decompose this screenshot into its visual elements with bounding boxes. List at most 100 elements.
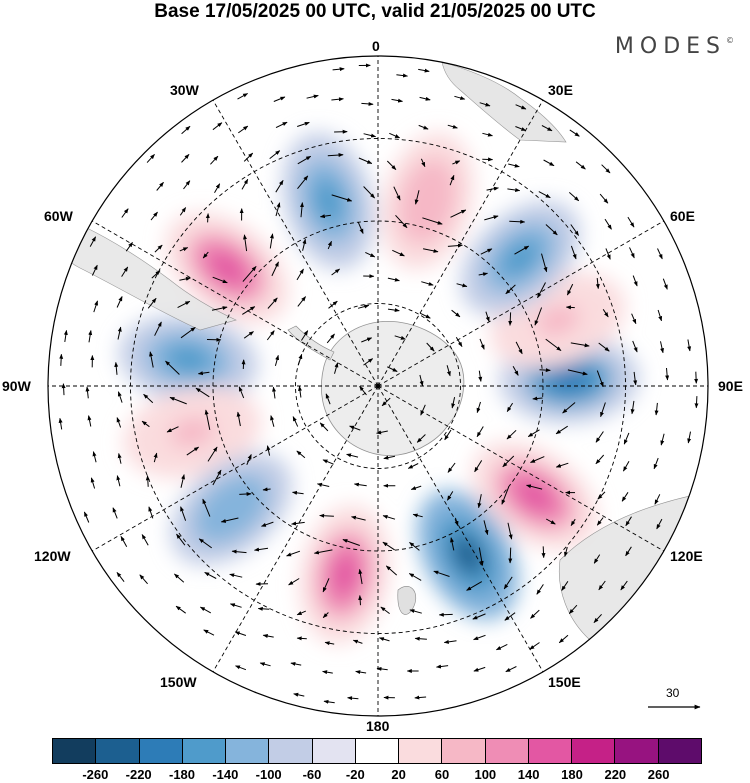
wind-vector-102 [212,276,228,284]
wind-vector-194 [420,404,426,416]
wind-vector-123 [242,306,256,315]
wind-vector-343 [378,637,390,642]
wind-vector-104 [271,261,279,277]
wind-vector-265 [654,494,661,505]
wind-vector-341 [324,641,335,646]
wind-vector-322 [175,605,186,614]
wind-vector-329 [380,606,390,614]
wind-vector-232 [266,445,271,456]
colorbar-swatch-3 [182,738,227,764]
wind-vector-330 [409,609,422,614]
wind-vector-351 [259,662,271,667]
wind-vector-323 [199,606,212,614]
wind-vector-94 [570,245,577,260]
wind-vector-254 [316,482,330,487]
wind-vector-6 [306,94,319,99]
wind-vector-163 [149,351,154,368]
wind-vector-114 [566,283,574,296]
wind-vector-180 [665,367,670,381]
wind-vector-358 [473,666,486,672]
wind-vector-24 [482,132,493,137]
wind-vector-338 [234,631,247,636]
wind-vector-10 [419,96,431,101]
wind-vector-214 [349,425,361,431]
wind-vector-80 [154,244,163,253]
colorbar-tick-label: -100 [255,767,282,782]
colorbar-swatch-14 [658,738,702,764]
wind-vector-244 [622,460,630,472]
wind-vector-243 [595,454,605,465]
wind-vector-153 [515,341,523,355]
anomaly-positive-7-layer-2 [207,250,247,286]
wind-vector-357 [436,664,449,669]
wind-vector-362 [347,696,359,701]
wind-vector-129 [419,312,431,319]
wind-vector-135 [602,309,609,318]
wind-vector-248 [145,475,150,487]
anomaly-positive-11-layer-2 [330,552,360,597]
wind-vector-263 [597,491,606,500]
wind-vector-312 [358,568,363,585]
colorbar-swatch-1 [96,738,140,764]
meridian-210 [212,99,379,387]
wind-vector-22 [418,124,429,130]
colorbar-tick-label: -20 [345,767,365,782]
wind-vector-291 [254,547,269,552]
wind-vector-239 [474,460,483,473]
wind-vector-128 [387,308,400,313]
wind-vector-88 [392,249,405,257]
wind-vector-130 [451,309,461,318]
colorbar-ticks: -260 -220 -180 -140 -100 -60 -20 20 60 100 140 180 2… [52,767,702,783]
wind-vector-188 [238,386,245,399]
wind-vector-319 [561,581,569,591]
wind-vector-77 [627,216,635,228]
wind-vector-23 [447,124,458,129]
wind-vector-226 [92,451,97,463]
wind-vector-78 [89,236,97,247]
wind-vector-31 [243,152,254,162]
wind-vector-321 [620,580,628,591]
wind-vector-192 [359,385,367,396]
wind-vector-132 [508,312,513,326]
wind-vector-222 [595,431,604,443]
wind-vector-250 [212,469,222,486]
wind-vector-246 [90,477,96,489]
wind-vector-235 [346,453,359,458]
wind-vector-76 [604,218,612,230]
wind-vector-253 [292,490,304,495]
wind-vector-310 [288,578,300,586]
lon-label-30e: 30E [548,82,573,98]
wind-vector-170 [363,358,374,366]
wind-vector-282 [570,518,576,527]
wind-vector-317 [503,576,513,590]
wind-vector-70 [422,217,443,225]
wind-vector-353 [322,670,333,675]
wind-vector-16 [238,125,249,134]
meridian-300 [91,385,379,552]
wind-vector-348 [529,642,540,650]
wind-vector-242 [555,462,569,468]
wind-vector-7 [331,97,344,102]
wind-vector-124 [267,297,278,309]
wind-vector-189 [272,386,277,399]
wind-vector-269 [180,506,187,521]
wind-vector-63 [205,213,210,223]
wind-vector-258 [446,491,454,501]
wind-vector-32 [269,150,281,159]
wind-vector-69 [395,214,408,229]
wind-vector-315 [433,570,450,577]
wind-vector-335 [568,604,578,614]
wind-vector-136 [631,313,637,325]
brand-logo: MODES© [614,34,734,59]
anomaly-positive-3-layer-2 [536,305,580,336]
wind-vector-149 [394,335,406,340]
wind-vector-218 [476,426,484,438]
wind-vector-92 [514,245,530,255]
wind-vector-120 [147,297,157,309]
wind-vector-37 [420,158,426,168]
wind-vector-5 [273,96,286,102]
map-title: Base 17/05/2025 00 UTC, valid 21/05/2025… [154,1,596,22]
wind-vector-181 [694,371,699,384]
colorbar-tick-label: 100 [474,767,497,782]
wind-vector-116 [632,275,638,287]
